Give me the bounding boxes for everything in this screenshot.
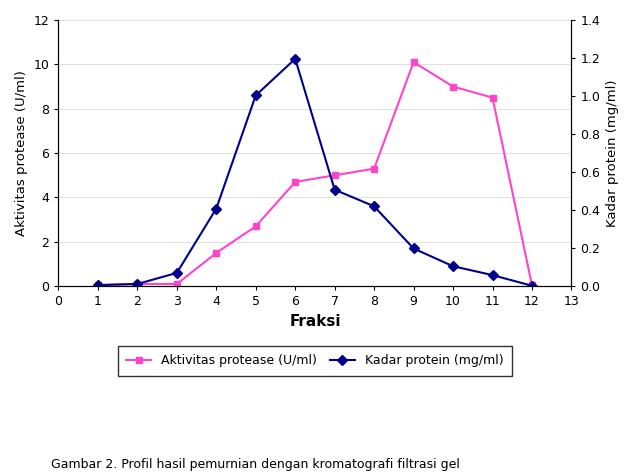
Aktivitas protease (U/ml)	[173, 281, 181, 287]
Aktivitas protease (U/ml)	[528, 282, 536, 288]
Kadar protein (mg/ml)	[370, 203, 378, 209]
Kadar protein (mg/ml)	[489, 272, 496, 278]
Aktivitas protease (U/ml)	[94, 282, 101, 288]
Kadar protein (mg/ml)	[410, 245, 417, 251]
Line: Kadar protein (mg/ml): Kadar protein (mg/ml)	[94, 55, 536, 289]
Text: Gambar 2. Profil hasil pemurnian dengan kromatografi filtrasi gel: Gambar 2. Profil hasil pemurnian dengan …	[51, 458, 460, 471]
Kadar protein (mg/ml)	[252, 93, 259, 98]
Kadar protein (mg/ml)	[450, 263, 457, 269]
Aktivitas protease (U/ml)	[134, 281, 141, 287]
Kadar protein (mg/ml)	[528, 283, 536, 288]
Kadar protein (mg/ml)	[94, 282, 101, 288]
Aktivitas protease (U/ml)	[410, 59, 417, 65]
Kadar protein (mg/ml)	[331, 187, 339, 193]
Kadar protein (mg/ml)	[134, 281, 141, 287]
Aktivitas protease (U/ml)	[252, 223, 259, 229]
Y-axis label: Kadar protein (mg/ml): Kadar protein (mg/ml)	[606, 79, 619, 227]
Aktivitas protease (U/ml)	[370, 166, 378, 171]
Y-axis label: Aktivitas protease (U/ml): Aktivitas protease (U/ml)	[15, 70, 28, 236]
X-axis label: Fraksi: Fraksi	[289, 314, 340, 329]
Aktivitas protease (U/ml)	[331, 172, 339, 178]
Legend: Aktivitas protease (U/ml), Kadar protein (mg/ml): Aktivitas protease (U/ml), Kadar protein…	[118, 346, 512, 376]
Kadar protein (mg/ml)	[292, 56, 299, 62]
Kadar protein (mg/ml)	[212, 206, 220, 211]
Aktivitas protease (U/ml)	[292, 179, 299, 185]
Aktivitas protease (U/ml)	[450, 84, 457, 89]
Aktivitas protease (U/ml)	[489, 95, 496, 101]
Line: Aktivitas protease (U/ml): Aktivitas protease (U/ml)	[94, 59, 536, 288]
Kadar protein (mg/ml)	[173, 270, 181, 276]
Aktivitas protease (U/ml)	[212, 250, 220, 256]
